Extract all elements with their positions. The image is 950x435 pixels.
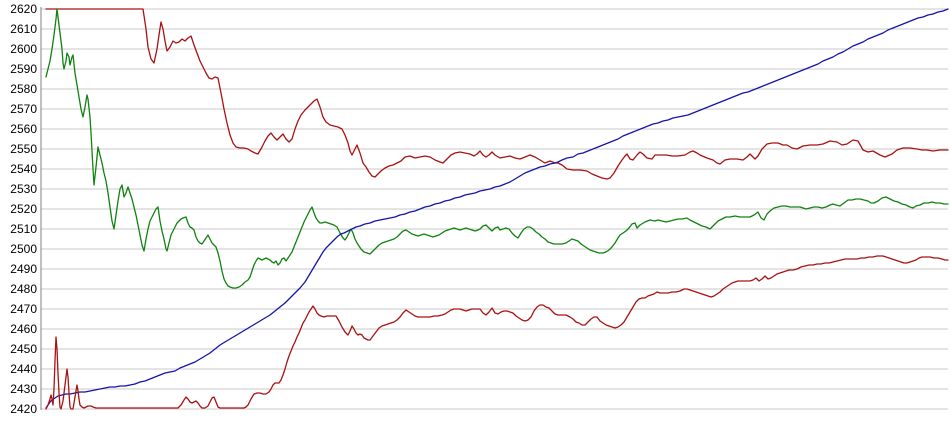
ytick-label-2590: 2590 bbox=[10, 62, 37, 76]
ytick-label-2500: 2500 bbox=[10, 242, 37, 256]
ytick-label-2440: 2440 bbox=[10, 362, 37, 376]
series-line-blue bbox=[45, 8, 949, 409]
ytick-label-2620: 2620 bbox=[10, 2, 37, 16]
ytick-label-2560: 2560 bbox=[10, 122, 37, 136]
ytick-label-2480: 2480 bbox=[10, 282, 37, 296]
ytick-label-2460: 2460 bbox=[10, 322, 37, 336]
ytick-label-2510: 2510 bbox=[10, 222, 37, 236]
ytick-label-2450: 2450 bbox=[10, 342, 37, 356]
gridlines bbox=[41, 8, 948, 410]
ytick-label-2420: 2420 bbox=[10, 402, 37, 416]
series-line-lower-red bbox=[45, 255, 949, 410]
ytick-label-2470: 2470 bbox=[10, 302, 37, 316]
series-line-green bbox=[45, 8, 949, 289]
ytick-label-2520: 2520 bbox=[10, 202, 37, 216]
ytick-label-2610: 2610 bbox=[10, 22, 37, 36]
ytick-label-2550: 2550 bbox=[10, 142, 37, 156]
ytick-label-2570: 2570 bbox=[10, 102, 37, 116]
ytick-label-2430: 2430 bbox=[10, 382, 37, 396]
ytick-label-2580: 2580 bbox=[10, 82, 37, 96]
ytick-label-2600: 2600 bbox=[10, 42, 37, 56]
ytick-label-2490: 2490 bbox=[10, 262, 37, 276]
series-group bbox=[45, 8, 949, 410]
y-axis-labels: 2420 2430 2440 2450 2460 2470 2480 2490 2500 2510… bbox=[10, 2, 37, 416]
ytick-label-2540: 2540 bbox=[10, 162, 37, 176]
series-line-upper-red bbox=[45, 8, 949, 180]
ytick-label-2530: 2530 bbox=[10, 182, 37, 196]
